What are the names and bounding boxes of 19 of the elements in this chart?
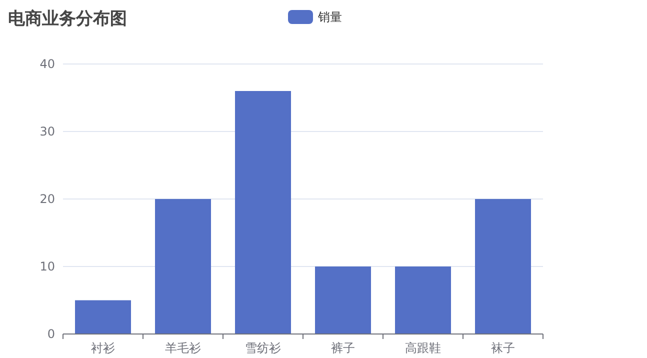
- x-tick-label: 高跟鞋: [405, 341, 441, 355]
- bar: [75, 300, 131, 334]
- legend-label: 销量: [317, 10, 342, 24]
- bar: [315, 266, 371, 334]
- x-tick-label: 雪纺衫: [245, 341, 281, 355]
- x-tick-label: 衬衫: [91, 341, 115, 355]
- chart-title: 电商业务分布图: [8, 9, 127, 29]
- bar: [235, 91, 291, 334]
- y-tick-label: 40: [40, 57, 55, 71]
- bar: [155, 199, 211, 334]
- y-tick-label: 0: [47, 327, 55, 341]
- y-tick-label: 20: [40, 192, 55, 206]
- y-tick-label: 10: [40, 260, 55, 274]
- bar: [395, 266, 451, 334]
- x-tick-label: 袜子: [491, 341, 515, 355]
- x-tick-label: 羊毛衫: [165, 341, 201, 355]
- bar: [475, 199, 531, 334]
- y-tick-label: 30: [40, 124, 55, 138]
- x-tick-label: 裤子: [331, 341, 355, 355]
